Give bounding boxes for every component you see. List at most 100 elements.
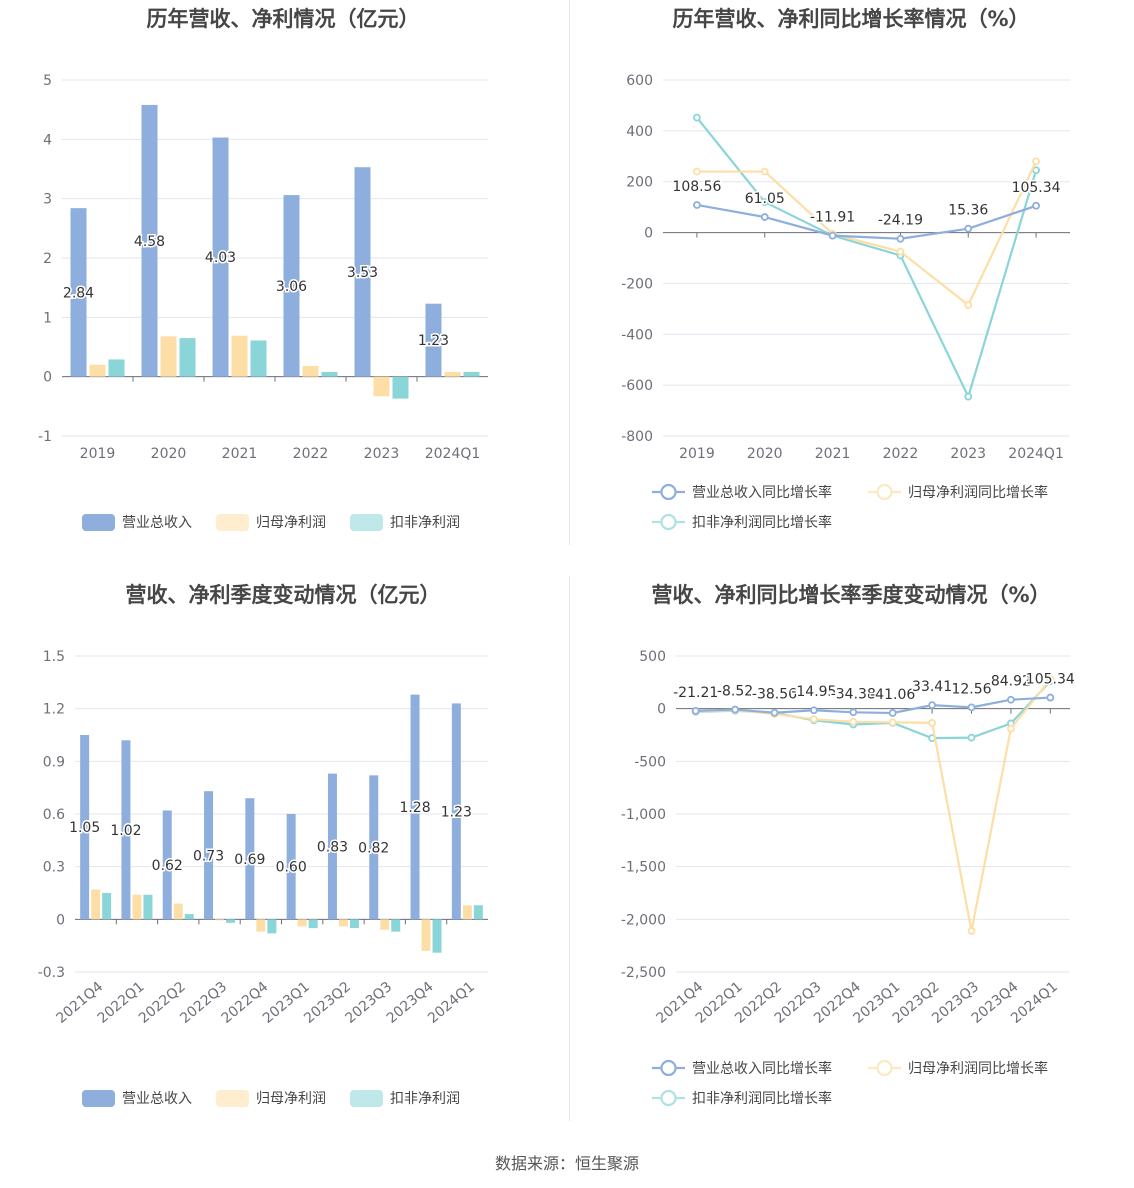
bar-revenue [451,703,461,920]
bar-deducted-profit [391,919,401,932]
legend-label: 归母净利润 [256,1090,326,1107]
series-point [828,231,837,240]
series-point [849,717,858,726]
annual-amount-chart: 历年营收、净利情况（亿元） -1 0 1 2 3 4 5 2019 2020 2021 2022 202… [0,0,566,560]
data-label: -34.38 [831,686,876,702]
series-point [896,247,905,256]
legend-swatch [350,514,383,531]
data-label: -11.91 [810,210,855,226]
bar-net-profit [215,919,225,921]
y-tick-label: -1,000 [621,807,666,823]
series-point [1032,201,1040,210]
y-tick-label: -500 [634,754,666,770]
data-label: -14.95 [791,684,836,700]
y-tick-label: 0 [56,912,65,928]
series-point [888,709,897,717]
data-source-note: 数据来源：恒生聚源 [494,1154,639,1173]
series-point [731,705,740,714]
data-label: 1.28 [399,800,430,816]
legend-label: 归母净利润同比增长率 [908,484,1048,501]
x-tick-label: 2020 [747,446,783,462]
bar-net-profit [173,903,183,920]
bar-deducted-profit [473,905,483,920]
data-label: -24.19 [878,213,923,229]
data-label: 15.36 [948,203,988,219]
series-point [1046,675,1055,684]
legend-label: 营业总收入同比增长率 [692,1060,832,1077]
bar-revenue [327,773,337,920]
x-tick-label: 2024Q1 [425,979,478,1027]
y-tick-label: -200 [621,276,653,292]
bar-net-profit [91,889,101,920]
y-tick-label: -2,500 [621,965,666,981]
bar-deducted-profit [108,359,125,377]
series-point [760,213,769,221]
chart-title: 营收、净利季度变动情况（亿元） [126,583,441,607]
bar-deducted-profit [349,919,359,929]
series-line-net-profit [696,160,1038,307]
y-tick-label: 0.6 [43,807,65,823]
vertical-divider-top [569,0,570,545]
bar-revenue [410,694,420,920]
bar-deducted-profit [432,919,442,953]
data-label: 4.03 [205,250,236,266]
legend-swatch [216,1090,249,1107]
data-label: 108.56 [672,179,721,195]
data-label: 105.34 [1026,672,1075,688]
data-label: 105.34 [1012,180,1061,196]
legend-swatch-marker [660,513,677,531]
data-label: 1.23 [441,804,472,820]
series-point [760,167,769,176]
bar-revenue [354,167,371,377]
vertical-divider-bottom [569,576,570,1121]
series-point [964,224,973,233]
series-point [693,167,701,176]
bar-revenue [425,303,442,377]
x-tick-label: 2020 [151,446,187,462]
data-label: 0.82 [358,840,389,856]
x-tick-label: 2019 [80,446,116,462]
y-tick-label: -1,500 [621,860,666,876]
series-point [967,733,976,742]
bar-revenue [121,740,131,920]
legend-label: 扣非净利润同比增长率 [692,1090,832,1107]
bar-net-profit [256,919,266,932]
series-point [964,301,973,309]
bar-net-profit [380,919,390,930]
series-point [928,718,937,727]
legend-label: 营业总收入 [122,1091,192,1107]
x-tick-label: 2024Q1 [1008,446,1064,462]
series-point [1046,693,1055,702]
data-label: 3.53 [347,265,378,281]
bar-revenue [245,798,255,920]
x-tick-label: 2021 [222,446,258,462]
legend-label: 营业总收入 [122,515,192,531]
x-tick-label: 2024Q1 [425,446,481,462]
data-label: 1.02 [110,823,141,839]
series-point [809,715,818,724]
bar-revenue [141,104,158,377]
y-tick-label: 400 [626,124,653,140]
bar-revenue [162,810,172,920]
x-tick-label: 2019 [679,446,715,462]
legend-label: 扣非净利润同比增长率 [692,514,832,531]
annual-growth-chart: 历年营收、净利同比增长率情况（%） -800 -600 -400 -200 0 200 400… [568,0,1134,560]
x-tick-label: 2023 [364,446,400,462]
data-label: 0.69 [234,852,265,868]
legend-swatch-marker [660,1089,677,1107]
x-tick-label: 2022 [293,446,329,462]
data-label: -8.52 [717,684,753,700]
legend-label: 归母净利润同比增长率 [908,1060,1048,1077]
y-tick-label: 3 [43,192,52,208]
data-label: 0.62 [152,858,183,874]
bar-revenue [212,137,229,377]
data-label: 4.58 [134,234,165,250]
bar-revenue [286,814,296,920]
data-label: 1.05 [69,820,100,836]
series-point [1032,157,1040,166]
x-tick-label: 2022 [883,446,919,462]
y-tick-label: 0.9 [43,754,65,770]
quarterly-growth-svg: 营收、净利同比增长率季度变动情况（%） -2,500 -2,000 -1,500 -1,… [621,583,1077,1107]
x-tick-label: 2023 [950,446,986,462]
series-line-net-profit [695,678,1052,932]
